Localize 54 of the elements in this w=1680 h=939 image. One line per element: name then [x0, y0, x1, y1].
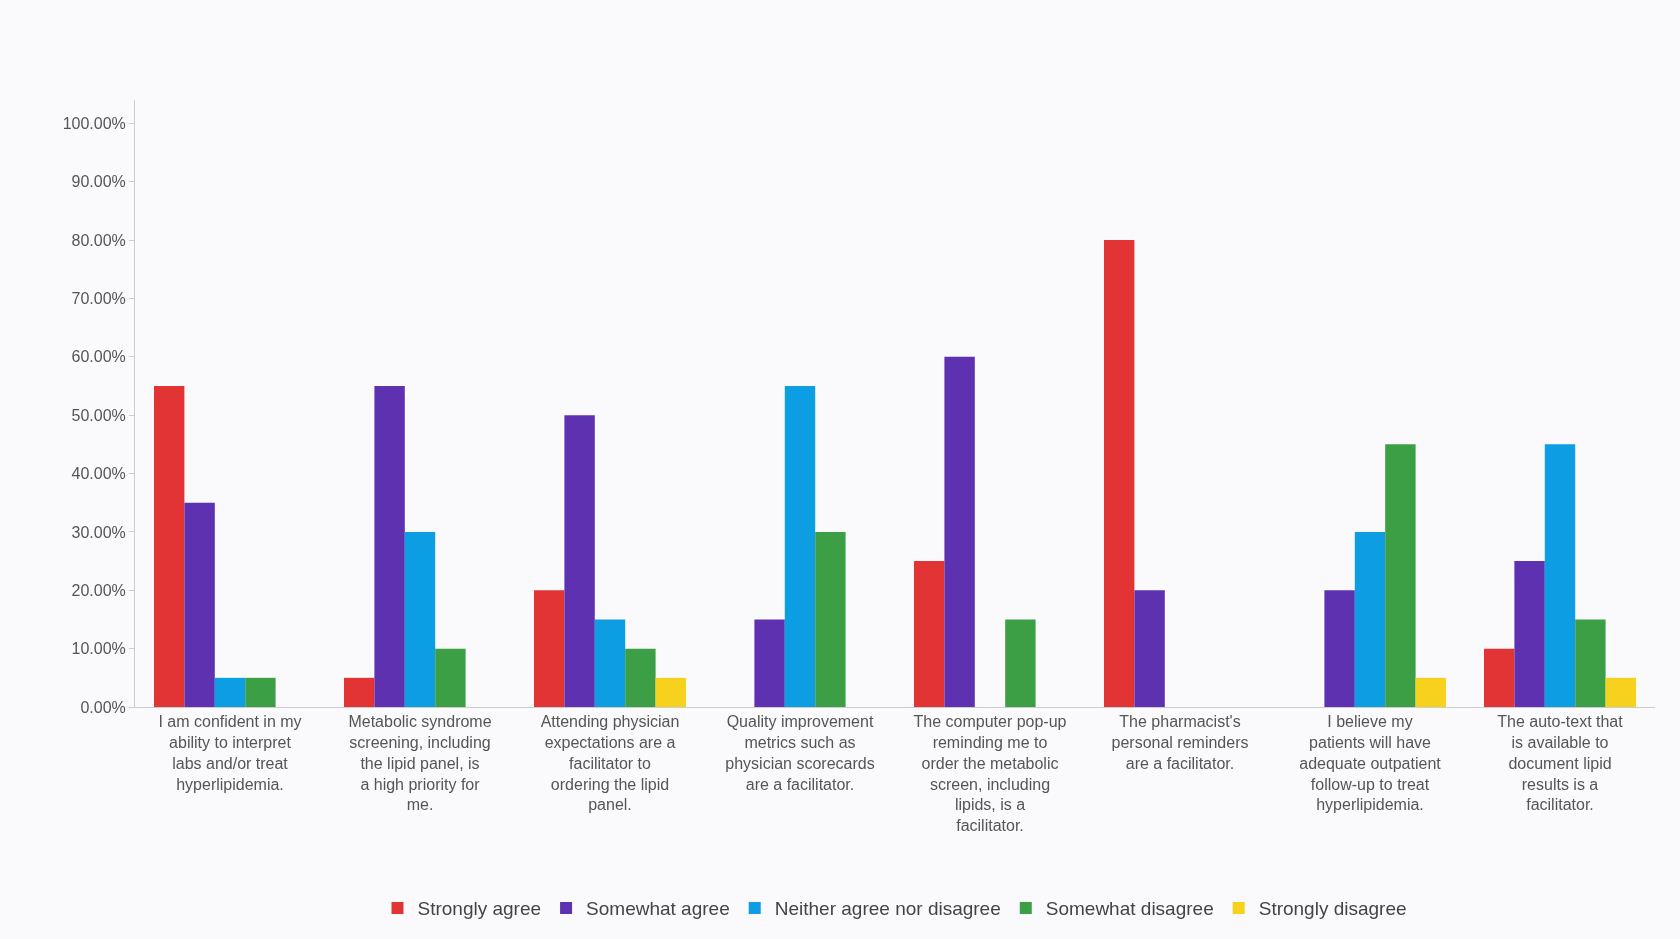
bar: [914, 561, 945, 707]
bar: [944, 356, 975, 707]
y-tick-label: 30.00%: [71, 523, 126, 541]
bar: [1484, 648, 1515, 707]
bar: [435, 648, 466, 707]
bar: [404, 531, 436, 707]
y-tick-label: 40.00%: [71, 465, 126, 483]
legend-label: Strongly disagree: [1258, 898, 1407, 920]
bar: [1134, 590, 1165, 707]
x-tick-label: Quality improvement metrics such as physician scorecards are a facilitator.: [725, 713, 875, 793]
bar: [1605, 677, 1636, 707]
bar: [1544, 444, 1576, 707]
y-tick-label: 10.00%: [71, 640, 126, 658]
bar: [154, 385, 185, 707]
bar: [374, 385, 405, 707]
legend-label: Strongly agree: [417, 898, 542, 920]
x-tick-label: I believe my patients will have adequate outpatient follow-up to treat hyperlipidemia.: [1299, 713, 1442, 814]
bar: [1324, 590, 1355, 707]
y-tick-label: 20.00%: [71, 581, 126, 599]
y-tick-label: 100.00%: [62, 114, 126, 132]
bar: [1415, 677, 1446, 707]
y-tick-label: 80.00%: [71, 231, 126, 249]
legend-label: Somewhat agree: [586, 898, 730, 920]
x-tick-label: Attending physician expectations are a facilitator to ordering the lipid panel.: [540, 713, 680, 814]
y-tick-label: 50.00%: [71, 406, 126, 424]
legend-label: Somewhat disagree: [1045, 898, 1214, 920]
bar: [784, 385, 816, 707]
bar: [1514, 561, 1545, 707]
bar: [184, 502, 215, 707]
bar: [534, 590, 565, 707]
bar: [594, 619, 626, 707]
x-tick-label: The auto-text that is available to document lipid results is a facilitator.: [1497, 713, 1624, 814]
bar: [564, 415, 595, 707]
bar: [815, 531, 846, 707]
legend-label: Neither agree nor disagree: [774, 898, 1001, 920]
x-tick-label: The pharmacist's personal reminders are a facilitator.: [1111, 713, 1249, 772]
bar: [655, 677, 686, 707]
y-tick-label: 60.00%: [71, 348, 126, 366]
bar: [214, 677, 246, 707]
bar: [1005, 619, 1036, 707]
x-tick-label: Metabolic syndrome screening, including the lipid panel, is a high priority for me.: [348, 713, 492, 814]
x-tick-label: I am confident in my ability to interpret labs and/or treat hyperlipidemia.: [158, 713, 302, 793]
bar: [344, 677, 375, 707]
bar: [754, 619, 785, 707]
bar: [1385, 444, 1416, 707]
bar: [1575, 619, 1606, 707]
bar: [1354, 531, 1386, 707]
y-tick-label: 0.00%: [80, 698, 126, 716]
bar: [1104, 240, 1135, 707]
bar: [625, 648, 656, 707]
bar: [245, 677, 276, 707]
x-tick-label: The computer pop-up reminding me to order the metabolic screen, including lipids, is a facilitator.: [913, 713, 1067, 835]
y-tick-label: 70.00%: [71, 290, 126, 308]
y-tick-label: 90.00%: [71, 173, 126, 191]
